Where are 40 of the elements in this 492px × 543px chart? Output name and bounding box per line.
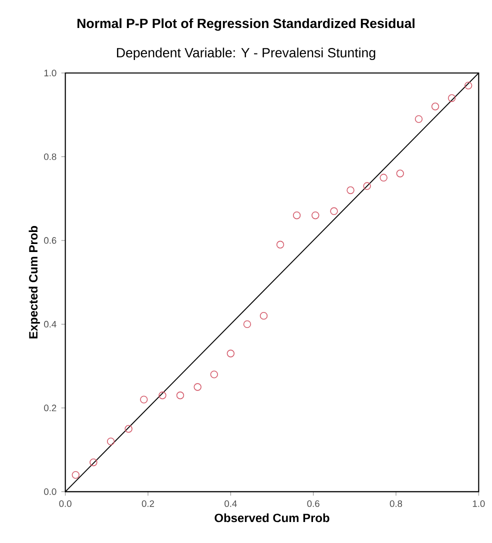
x-tick-label: 0.6 [307,500,320,507]
y-axis-title: Expected Cum Prob [28,226,40,338]
point [396,170,404,178]
y-tick-label: 0.2 [44,404,56,412]
point [431,102,440,110]
point [194,383,202,391]
point [226,350,235,358]
point [464,82,472,90]
point [276,240,284,249]
chart-subtitle: Dependent Variable: Y - Prevalensi Stunting [117,48,376,60]
point [346,186,354,194]
point [448,94,456,102]
point [243,320,252,328]
chart-title: Normal P-P Plot of Regression Standardized Residual [78,18,414,31]
point [414,115,423,123]
point [312,211,320,220]
x-tick-label: 1.0 [472,500,485,507]
point [140,396,148,404]
x-axis-title: Observed Cum Prob [214,513,330,522]
y-tick-label: 0.6 [44,237,56,244]
point [106,438,115,446]
x-tick-label: 0.8 [390,500,402,507]
y-tick-label: 1.0 [44,70,56,76]
point [260,312,268,320]
point [330,207,338,216]
point [124,425,132,433]
x-tick-label: 0.2 [142,500,154,507]
y-tick-label: 0.0 [44,488,56,495]
point [176,392,184,400]
point [72,471,80,479]
x-tick-label: 0.0 [59,500,72,507]
x-tick-label: 0.4 [224,500,237,507]
point [90,458,98,466]
y-tick-label: 0.8 [44,153,56,160]
y-tick-label: 0.4 [44,320,56,328]
point [158,392,166,400]
point [363,182,371,190]
point [210,370,218,378]
point [380,174,388,182]
point [292,211,301,220]
